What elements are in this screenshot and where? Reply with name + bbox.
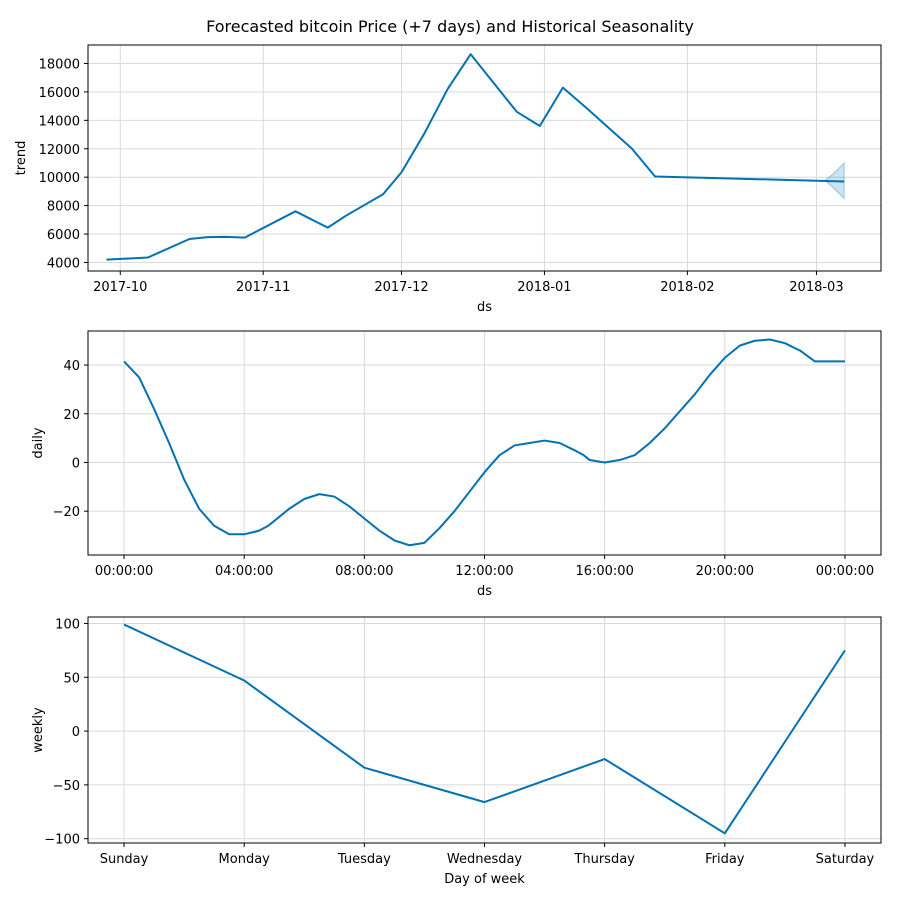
weekly-panel: Sunday Monday Tuesday Wednesday Thursday Frid… (31, 616, 882, 887)
y-tick-label: 10000 (39, 171, 80, 186)
series-line (123, 338, 845, 547)
y-tick-label: 100 (55, 617, 80, 632)
x-tick-label: Monday (219, 852, 271, 867)
daily-panel: 00:00:00 04:00:00 08:00:00 12:00:00 16:00:00… (31, 330, 882, 599)
y-tick-label: 16000 (39, 86, 80, 101)
series-line (123, 623, 846, 835)
x-tick-label: 12:00:00 (455, 564, 513, 579)
x-axis-label: ds (477, 584, 492, 599)
x-tick-label: 20:00:00 (696, 564, 754, 579)
x-tick-label: 2018-01 (517, 280, 571, 295)
y-tick-label: 20 (63, 408, 80, 423)
x-tick-label: 2017-12 (374, 280, 428, 295)
y-tick-label: −100 (44, 833, 80, 848)
y-tick-label: 8000 (47, 200, 80, 215)
y-axis-label: weekly (31, 707, 46, 753)
x-axis-label: Day of week (444, 872, 525, 887)
y-tick-label: −20 (53, 505, 80, 520)
y-tick-label: 12000 (39, 143, 80, 158)
y-axis-label: daily (31, 427, 46, 458)
y-tick-label: 0 (72, 456, 80, 471)
plot-frame (87, 44, 882, 272)
x-tick-label: Saturday (816, 852, 875, 867)
x-tick-label: 2017-10 (93, 280, 147, 295)
x-tick-label: 08:00:00 (335, 564, 393, 579)
y-axis-label: trend (14, 141, 29, 176)
x-tick-label: 2018-03 (789, 280, 843, 295)
y-tick-label: 14000 (39, 114, 80, 129)
x-tick-label: 00:00:00 (816, 564, 874, 579)
x-tick-label: 2017-11 (236, 280, 290, 295)
x-tick-label: Wednesday (447, 852, 523, 867)
series-line (106, 53, 845, 261)
y-tick-label: 4000 (47, 256, 80, 271)
y-tick-label: 50 (63, 671, 80, 686)
x-tick-label: 00:00:00 (95, 564, 153, 579)
y-tick-label: 6000 (47, 228, 80, 243)
x-tick-label: 2018-02 (660, 280, 714, 295)
x-tick-label: Tuesday (337, 852, 391, 867)
figure-title: Forecasted bitcoin Price (+7 days) and H… (206, 17, 694, 36)
y-tick-label: 0 (72, 725, 80, 740)
x-tick-label: Friday (705, 852, 745, 867)
y-tick-label: −50 (53, 779, 80, 794)
trend-panel: 2017-10 2017-11 2017-12 2018-01 2018-02 2018-… (14, 44, 882, 315)
x-tick-label: Sunday (100, 852, 149, 867)
x-axis-label: ds (477, 300, 492, 315)
y-tick-label: 18000 (39, 57, 80, 72)
x-tick-label: 04:00:00 (215, 564, 273, 579)
x-tick-label: 16:00:00 (575, 564, 633, 579)
y-tick-label: 40 (63, 359, 80, 374)
x-tick-label: Thursday (573, 852, 635, 867)
